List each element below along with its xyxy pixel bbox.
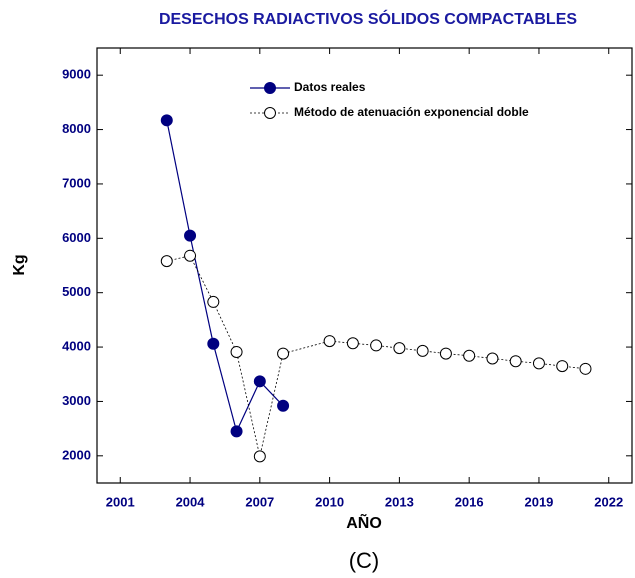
data-point [323, 335, 336, 348]
y-tick-label: 9000 [62, 67, 91, 82]
x-tick-label: 2010 [315, 494, 344, 509]
data-point [253, 450, 266, 463]
legend-label: Datos reales [294, 80, 366, 94]
data-point [160, 114, 173, 127]
x-tick-label: 2022 [594, 494, 623, 509]
data-point [184, 249, 197, 262]
data-point [416, 344, 429, 357]
legend-marker [264, 82, 276, 94]
data-point [277, 399, 290, 412]
data-point [207, 295, 220, 308]
data-point [393, 342, 406, 355]
x-tick-label: 2013 [385, 494, 414, 509]
data-point [160, 255, 173, 268]
x-tick-label: 2007 [245, 494, 274, 509]
series-line [166, 255, 586, 457]
x-tick-label: 2001 [106, 494, 135, 509]
data-point [277, 347, 290, 360]
x-axis-label: AÑO [346, 512, 382, 532]
data-point [370, 339, 383, 352]
data-point [579, 362, 592, 375]
y-tick-label: 5000 [62, 284, 91, 299]
y-axis-label: Kg [11, 254, 28, 275]
legend-label: Método de atenuación exponencial doble [294, 105, 529, 119]
data-point [556, 360, 569, 373]
y-tick-label: 8000 [62, 121, 91, 136]
data-point [184, 229, 197, 242]
legend-marker [264, 107, 276, 119]
data-point [230, 425, 243, 438]
data-point [207, 337, 220, 350]
data-point [463, 349, 476, 362]
y-tick-label: 3000 [62, 393, 91, 408]
data-point [509, 355, 522, 368]
series-line [166, 120, 284, 434]
x-tick-label: 2016 [455, 494, 484, 509]
data-point [230, 345, 243, 358]
data-point [439, 347, 452, 360]
y-tick-label: 7000 [62, 175, 91, 190]
y-tick-label: 6000 [62, 230, 91, 245]
caption: (C) [349, 548, 380, 573]
data-point [532, 357, 545, 370]
plot-frame [96, 47, 633, 484]
x-tick-label: 2019 [524, 494, 553, 509]
data-point [346, 337, 359, 350]
chart-title: DESECHOS RADIACTIVOS SÓLIDOS COMPACTABLE… [159, 9, 577, 28]
y-tick-label: 2000 [62, 447, 91, 462]
x-tick-label: 2004 [176, 494, 206, 509]
data-point [486, 352, 499, 365]
data-point [253, 375, 266, 388]
y-tick-label: 4000 [62, 339, 91, 354]
